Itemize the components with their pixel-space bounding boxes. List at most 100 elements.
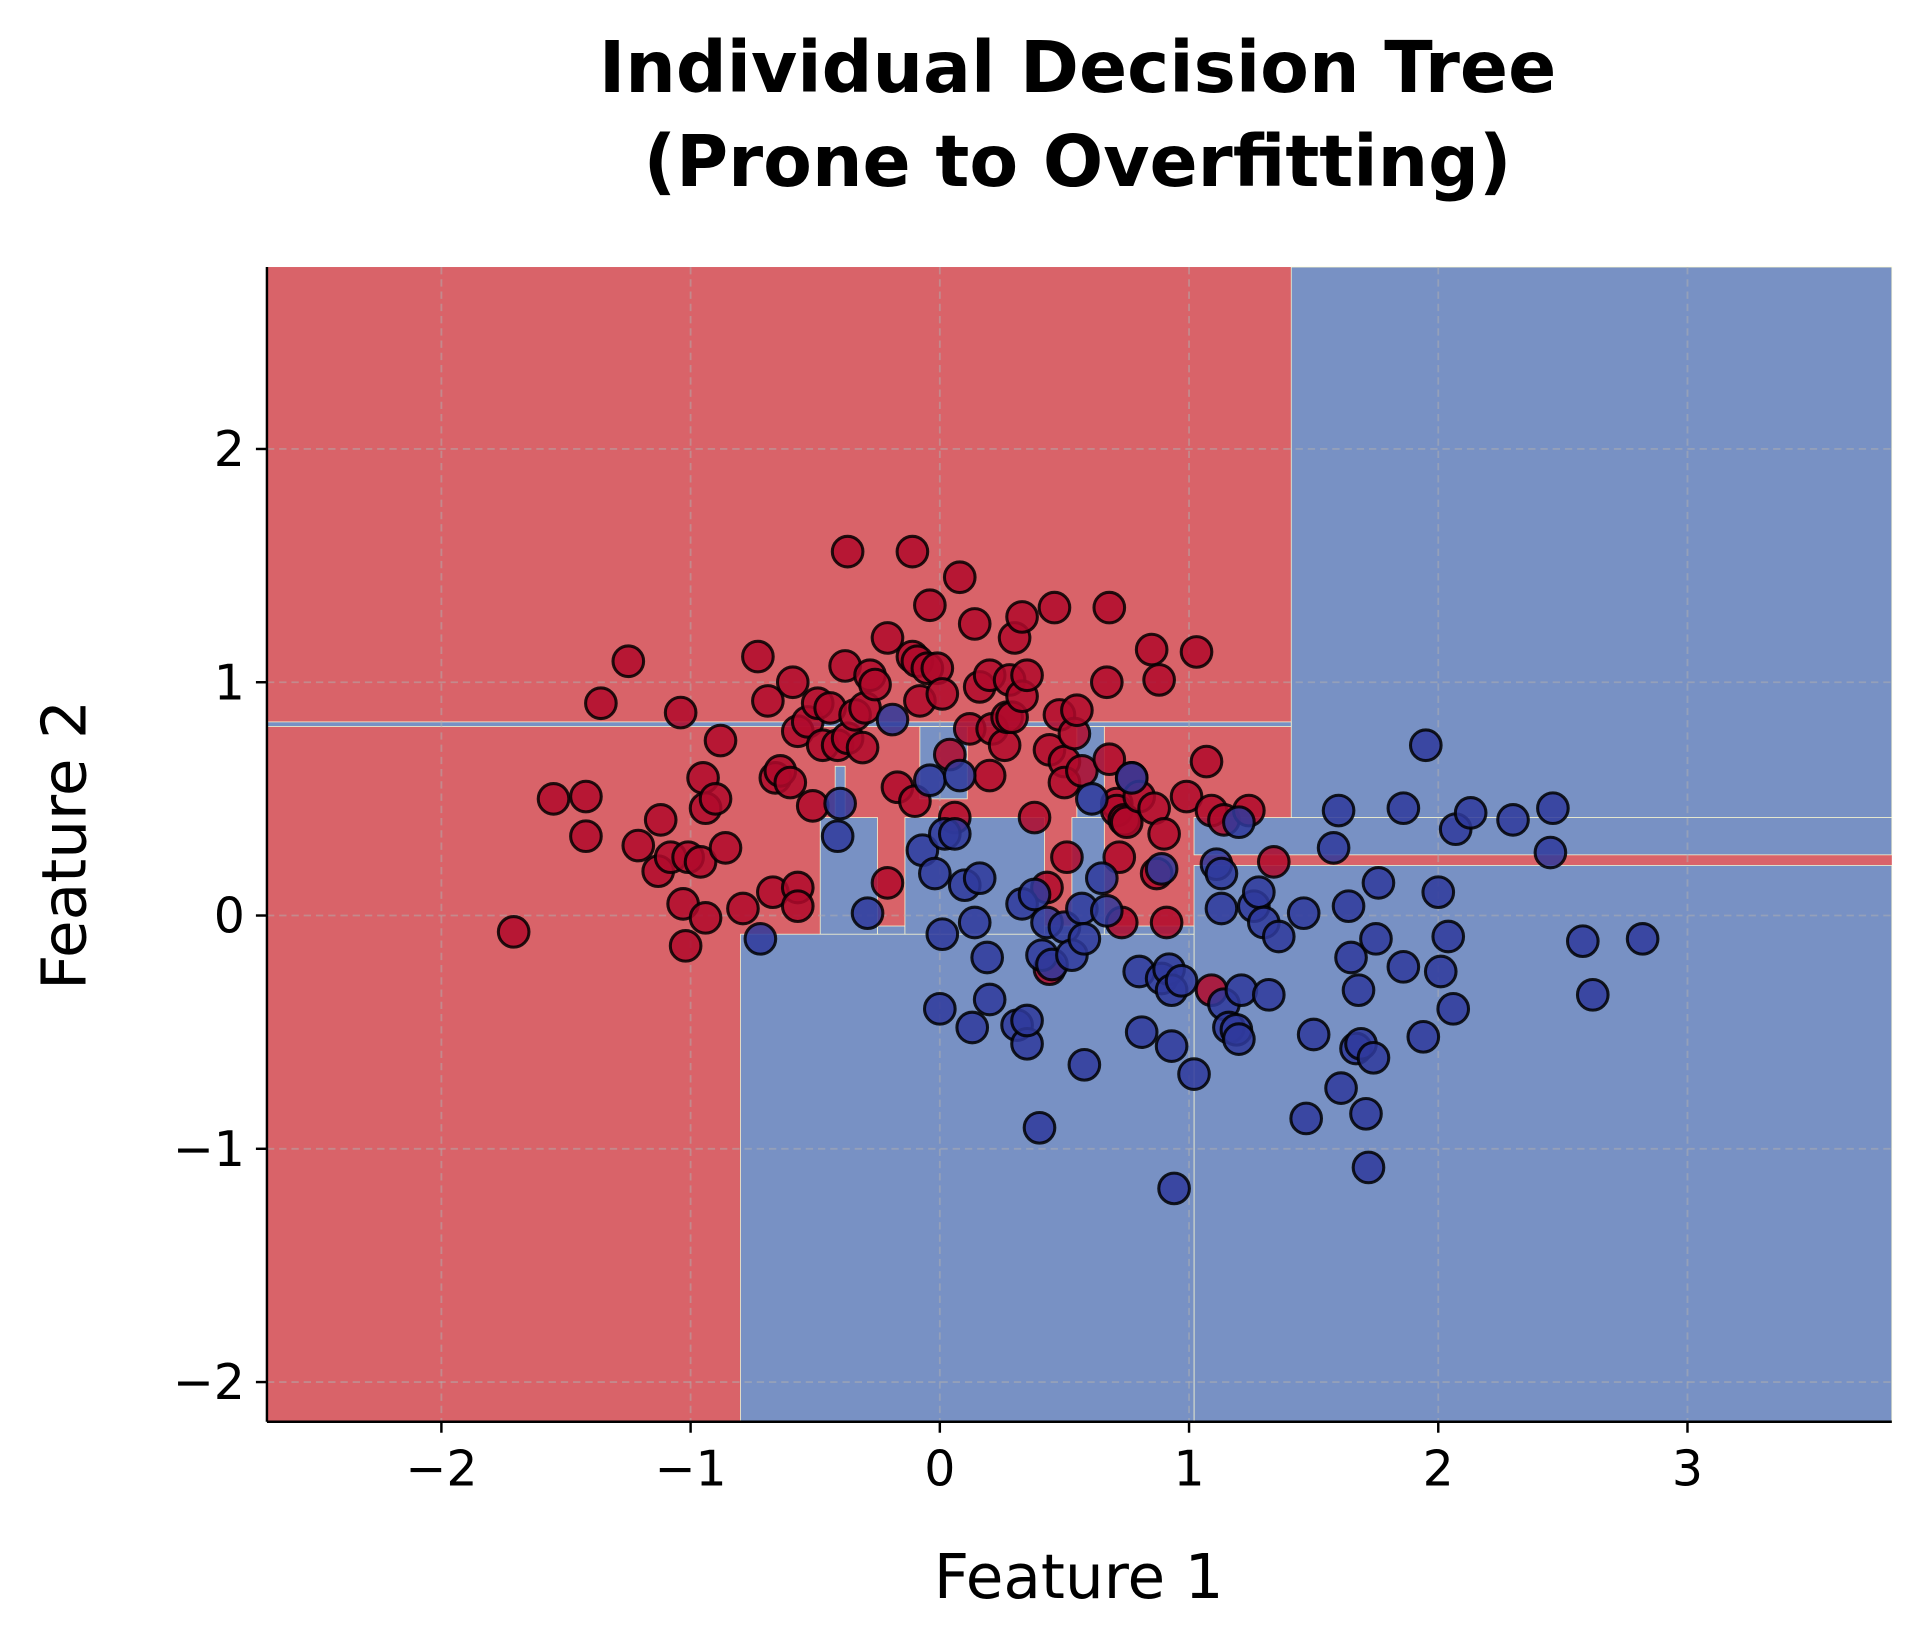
x-tick-label: 1: [1173, 1440, 1204, 1497]
data-point-red: [773, 765, 808, 800]
data-point-red: [895, 534, 930, 569]
data-point-blue: [1436, 991, 1471, 1026]
data-point-blue: [1224, 973, 1259, 1007]
data-point-red: [1134, 632, 1169, 667]
data-point-blue: [925, 917, 960, 952]
data-point-blue: [970, 940, 1005, 975]
data-point-blue: [1157, 1171, 1191, 1206]
data-point-red: [845, 730, 880, 765]
data-point-blue: [1286, 896, 1321, 931]
data-point-blue: [1331, 889, 1366, 924]
data-point-red: [708, 831, 743, 865]
region-blue: [877, 925, 906, 935]
data-point-blue: [1204, 891, 1239, 926]
data-point-blue: [1536, 791, 1570, 826]
data-point-blue: [743, 922, 778, 956]
data-point-blue: [1067, 922, 1102, 956]
x-tick-label: 0: [924, 1440, 955, 1497]
data-point-red: [1147, 817, 1181, 851]
data-point-red: [1092, 590, 1127, 625]
data-point-blue: [1010, 1003, 1044, 1038]
data-point-red: [1005, 600, 1039, 634]
region-blue: [740, 933, 1195, 1423]
data-point-blue: [1406, 1019, 1441, 1054]
data-point-red: [751, 684, 785, 718]
data-point-blue: [1316, 831, 1351, 865]
data-point-blue: [1144, 852, 1179, 886]
data-point-blue: [1154, 1029, 1189, 1063]
data-point-blue: [1017, 877, 1052, 912]
data-point-blue: [850, 896, 885, 931]
data-point-red: [668, 929, 703, 963]
data-point-red: [1060, 693, 1094, 728]
data-point-blue: [957, 905, 992, 940]
data-point-red: [726, 891, 760, 926]
data-point-blue: [1289, 1101, 1324, 1136]
data-point-blue: [1089, 894, 1124, 928]
data-point-red: [972, 758, 1007, 793]
data-point-blue: [1431, 919, 1466, 954]
region-blue: [1103, 925, 1195, 935]
x-tick-label: −2: [405, 1440, 477, 1497]
data-point-blue: [1361, 866, 1396, 900]
data-point-blue: [1349, 1096, 1383, 1131]
data-point-red: [569, 779, 603, 814]
data-point-red: [1169, 779, 1204, 814]
data-point-blue: [922, 991, 957, 1026]
data-point-red: [584, 686, 618, 721]
data-point-blue: [942, 758, 977, 793]
data-point-blue: [1241, 875, 1276, 910]
data-point-red: [569, 819, 603, 854]
y-tick-label: −1: [173, 1121, 245, 1178]
data-point-red: [775, 665, 810, 700]
data-point-blue: [1625, 922, 1660, 956]
scatter-points: [496, 534, 1660, 1206]
data-point-red: [496, 915, 531, 949]
data-point-red: [1017, 800, 1052, 835]
data-point-blue: [1067, 1047, 1102, 1082]
data-point-red: [987, 728, 1022, 763]
data-point-blue: [1356, 1040, 1391, 1075]
data-point-red: [1010, 658, 1044, 693]
data-point-blue: [1575, 977, 1610, 1012]
data-point-blue: [937, 817, 972, 851]
data-point-blue: [823, 786, 857, 821]
data-point-blue: [962, 861, 997, 896]
data-point-blue: [1533, 835, 1568, 870]
data-point-red: [1189, 744, 1224, 779]
data-point-blue: [1114, 761, 1149, 795]
data-point-blue: [1408, 728, 1443, 763]
data-point-red: [1256, 845, 1291, 879]
decision-regions: [266, 266, 1893, 1423]
data-point-blue: [1222, 805, 1256, 840]
data-point-blue: [1296, 1017, 1331, 1052]
x-tick-label: 2: [1423, 1440, 1454, 1497]
data-point-red: [795, 789, 830, 823]
data-point-red: [1092, 742, 1127, 777]
data-point-blue: [1321, 793, 1356, 828]
data-point-red: [611, 644, 646, 679]
data-point-red: [1179, 635, 1214, 669]
region-blue: [1290, 266, 1893, 818]
data-point-red: [1037, 590, 1072, 625]
data-point-blue: [1421, 875, 1456, 910]
data-point-blue: [972, 982, 1007, 1017]
y-axis-label: Feature 2: [30, 700, 101, 990]
data-point-blue: [1386, 791, 1421, 826]
data-point-red: [870, 866, 905, 900]
data-point-blue: [1565, 924, 1600, 959]
data-point-blue: [1496, 803, 1530, 837]
y-tick-label: −2: [173, 1354, 245, 1411]
data-point-blue: [1084, 861, 1119, 896]
data-point-blue: [1341, 973, 1376, 1007]
chart-title-line-1: Individual Decision Tree: [599, 26, 1556, 109]
data-point-blue: [1261, 919, 1296, 954]
data-point-red: [913, 588, 947, 623]
data-point-red: [1050, 840, 1084, 875]
data-point-red: [870, 621, 905, 655]
region-blue: [1193, 864, 1893, 1423]
data-point-red: [1089, 665, 1124, 700]
data-point-red: [688, 901, 723, 935]
region-blue: [266, 721, 1292, 727]
